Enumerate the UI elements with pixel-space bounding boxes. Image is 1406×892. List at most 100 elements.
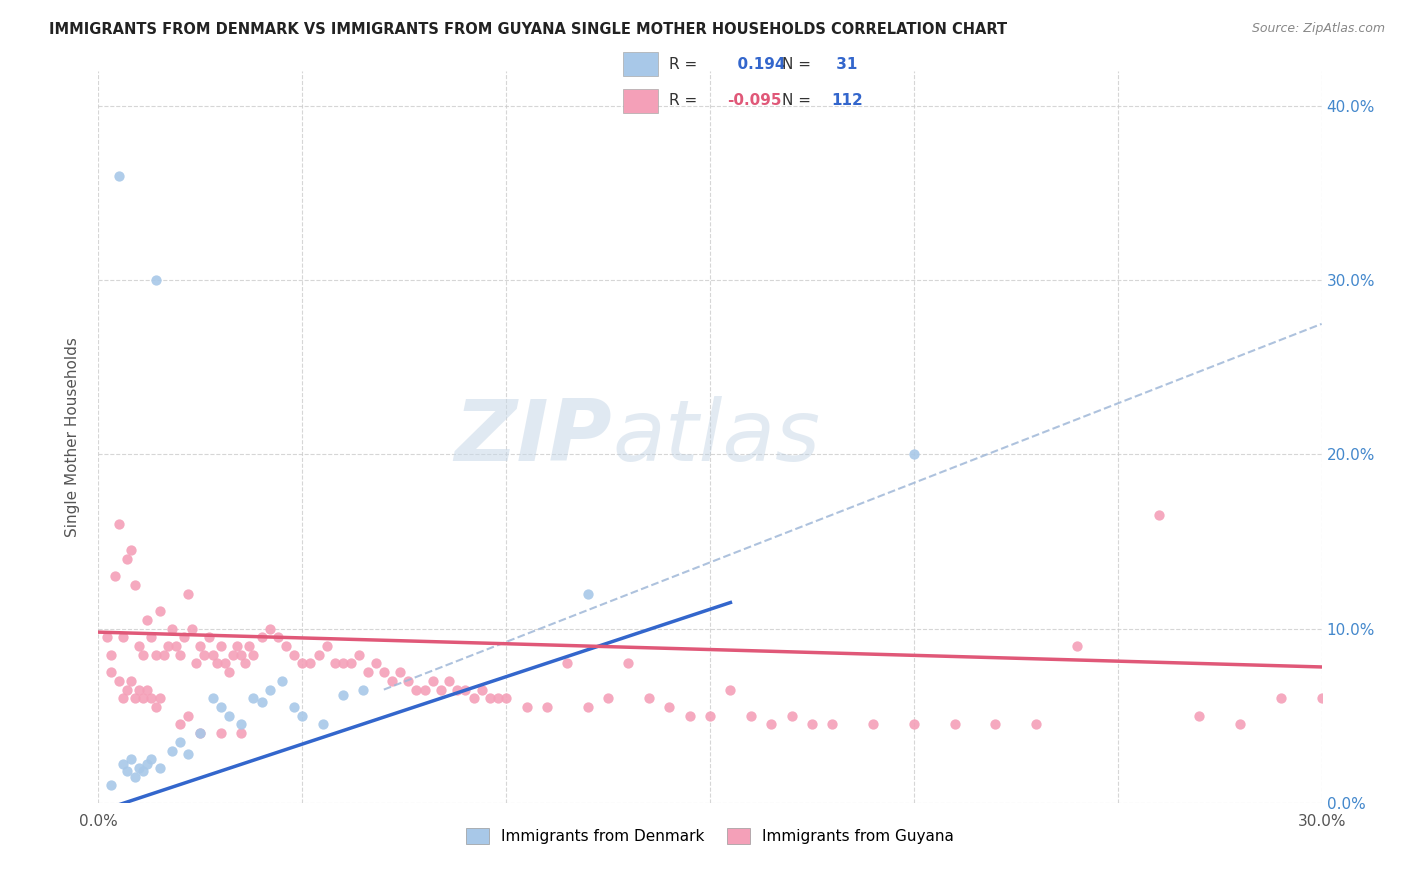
Point [308, 648, 330, 662]
Point [943, 717, 966, 731]
Point [177, 587, 200, 601]
Point [740, 708, 762, 723]
Point [205, 657, 228, 671]
Point [201, 691, 224, 706]
Point [169, 648, 191, 662]
Point [437, 673, 460, 688]
Point [145, 648, 167, 662]
Point [201, 648, 224, 662]
Point [136, 757, 159, 772]
Point [389, 665, 412, 680]
Point [463, 691, 485, 706]
Point [188, 639, 212, 653]
Point [145, 273, 167, 287]
Point [132, 648, 155, 662]
Point [801, 717, 824, 731]
Point [422, 673, 444, 688]
Point [536, 700, 558, 714]
Point [242, 648, 264, 662]
Point [218, 665, 240, 680]
Legend: Immigrants from Denmark, Immigrants from Guyana: Immigrants from Denmark, Immigrants from… [460, 822, 960, 850]
Point [340, 657, 363, 671]
Point [430, 682, 453, 697]
Point [149, 761, 172, 775]
Point [396, 673, 419, 688]
Point [124, 770, 146, 784]
Point [124, 578, 146, 592]
Point [128, 639, 150, 653]
Point [177, 747, 200, 761]
Point [111, 631, 134, 645]
Point [274, 639, 297, 653]
Point [373, 665, 395, 680]
Point [862, 717, 884, 731]
Point [495, 691, 517, 706]
Point [108, 673, 131, 688]
Point [136, 613, 159, 627]
Point [250, 695, 273, 709]
Point [238, 639, 260, 653]
Text: 31: 31 [831, 57, 858, 72]
Point [124, 691, 146, 706]
Point [471, 682, 494, 697]
Point [214, 657, 236, 671]
Point [152, 648, 174, 662]
Point [100, 665, 122, 680]
Point [576, 700, 599, 714]
Text: R =: R = [669, 57, 703, 72]
Point [291, 708, 314, 723]
Point [231, 717, 253, 731]
Point [761, 717, 783, 731]
Point [108, 169, 131, 183]
Point [446, 682, 468, 697]
Point [1066, 639, 1088, 653]
Point [413, 682, 436, 697]
Point [233, 657, 256, 671]
Point [115, 682, 138, 697]
Point [136, 682, 159, 697]
Text: 112: 112 [831, 93, 863, 108]
Point [984, 717, 1007, 731]
Point [111, 691, 134, 706]
Point [312, 717, 335, 731]
Point [149, 604, 172, 618]
Point [165, 639, 187, 653]
Bar [623, 88, 658, 112]
Point [658, 700, 681, 714]
Point [617, 657, 640, 671]
Point [267, 631, 290, 645]
Point [1229, 717, 1251, 731]
Point [115, 764, 138, 779]
Bar [623, 52, 658, 77]
Point [478, 691, 501, 706]
Point [283, 700, 305, 714]
Point [156, 639, 179, 653]
Point [188, 726, 212, 740]
Point [209, 700, 232, 714]
Point [486, 691, 509, 706]
Point [120, 673, 142, 688]
Text: 0.194: 0.194 [727, 57, 786, 72]
Point [718, 682, 742, 697]
Point [283, 648, 305, 662]
Point [291, 657, 314, 671]
Point [903, 448, 925, 462]
Point [242, 691, 264, 706]
Text: ZIP: ZIP [454, 395, 612, 479]
Point [186, 657, 208, 671]
Point [364, 657, 387, 671]
Point [352, 682, 374, 697]
Point [169, 735, 191, 749]
Point [141, 691, 163, 706]
Point [100, 778, 122, 792]
Point [516, 700, 538, 714]
Point [160, 622, 183, 636]
Point [128, 682, 150, 697]
Point [218, 708, 240, 723]
Point [903, 717, 925, 731]
Point [188, 726, 212, 740]
Point [169, 717, 191, 731]
Point [226, 639, 249, 653]
Text: R =: R = [669, 93, 703, 108]
Point [299, 657, 322, 671]
